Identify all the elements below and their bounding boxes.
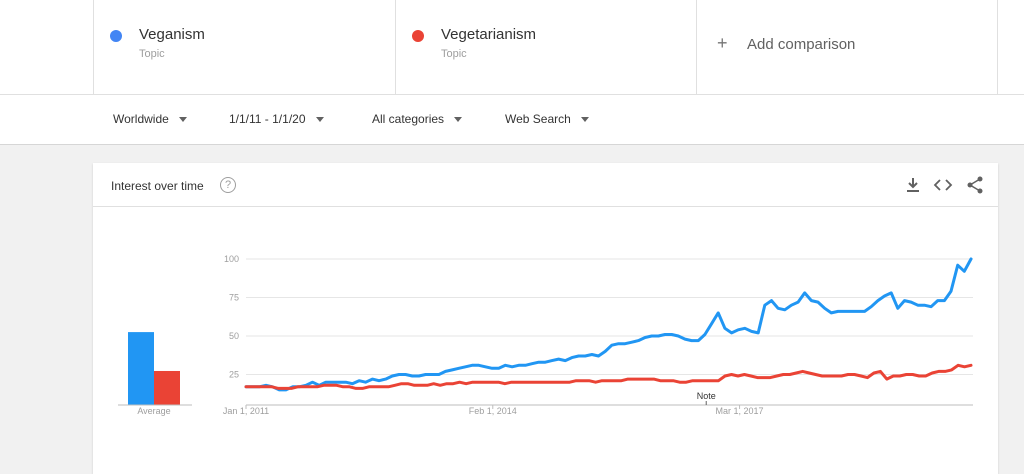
dropdown-caret-icon <box>178 117 187 123</box>
y-tick-label: 75 <box>229 293 239 303</box>
y-tick-label: 100 <box>224 254 239 264</box>
download-icon[interactable] <box>903 175 923 195</box>
series-color-dot <box>412 30 424 42</box>
dropdown-caret-icon <box>315 117 324 123</box>
note-annotation: Note <box>697 391 716 401</box>
term-name: Vegetarianism <box>441 26 537 43</box>
search-type-label: Web Search <box>505 112 571 126</box>
average-bar-vegetarianism <box>154 370 180 405</box>
region-label: Worldwide <box>113 112 169 126</box>
interest-over-time-card: Interest over time ? 25 50 75 100 Jan 1, 201… <box>93 163 998 474</box>
term-type: Topic <box>441 48 467 60</box>
card-title: Interest over time <box>111 179 204 193</box>
dropdown-caret-icon <box>454 117 463 123</box>
date-range-dropdown[interactable]: 1/1/11 - 1/1/20 <box>229 112 324 126</box>
category-dropdown[interactable]: All categories <box>372 112 463 126</box>
chart-series <box>244 257 973 392</box>
chart-labels: 25 50 75 100 Jan 1, 2011 Feb 1, 2014 Mar 1, 20… <box>137 254 763 416</box>
average-bars <box>118 332 192 406</box>
share-icon[interactable] <box>965 175 985 195</box>
term-veganism[interactable]: Veganism Topic <box>93 0 395 94</box>
term-type: Topic <box>139 48 165 60</box>
series-line-vegetarianism <box>244 363 973 390</box>
plus-icon: + <box>717 33 728 53</box>
region-dropdown[interactable]: Worldwide <box>113 112 187 126</box>
series-color-dot <box>110 30 122 42</box>
category-label: All categories <box>372 112 445 126</box>
x-tick-label: Jan 1, 2011 <box>223 406 269 416</box>
add-comparison-button[interactable]: + Add comparison <box>696 0 998 94</box>
x-tick-label: Mar 1, 2017 <box>716 406 764 416</box>
card-header: Interest over time ? <box>93 163 998 207</box>
embed-icon[interactable] <box>933 175 953 195</box>
help-icon[interactable]: ? <box>220 177 236 193</box>
y-tick-label: 25 <box>229 370 239 380</box>
y-tick-label: 50 <box>229 331 239 341</box>
add-comparison-label: Add comparison <box>747 36 856 53</box>
average-bar-veganism <box>128 332 154 405</box>
term-name: Veganism <box>139 26 205 43</box>
date-range-label: 1/1/11 - 1/1/20 <box>229 112 306 126</box>
x-tick-label: Feb 1, 2014 <box>469 406 517 416</box>
filter-bar: Worldwide 1/1/11 - 1/1/20 All categories… <box>0 95 1024 145</box>
series-line-veganism <box>244 257 973 392</box>
dropdown-caret-icon <box>580 117 589 123</box>
interest-chart: 25 50 75 100 Jan 1, 2011 Feb 1, 2014 Mar 1, 20… <box>118 254 973 416</box>
comparison-bar: Veganism Topic Vegetarianism Topic + Add… <box>0 0 1024 95</box>
average-label: Average <box>137 406 170 416</box>
term-vegetarianism[interactable]: Vegetarianism Topic <box>395 0 696 94</box>
search-type-dropdown[interactable]: Web Search <box>505 112 589 126</box>
chart-grid <box>245 258 973 409</box>
